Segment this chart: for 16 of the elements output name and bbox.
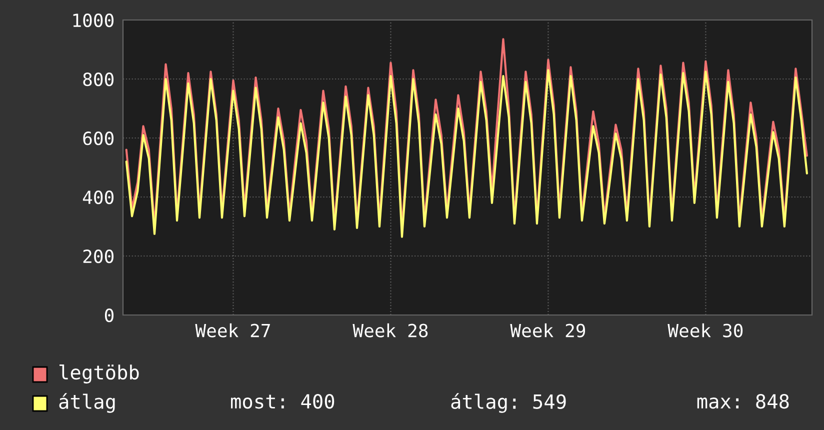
y-tick-label: 200	[83, 250, 114, 264]
x-tick-label: Week 27	[195, 323, 270, 338]
legend-label: legtöbb	[60, 364, 139, 384]
y-tick-label: 1000	[73, 14, 114, 28]
y-tick-label: 0	[104, 308, 114, 322]
text: most: 400	[231, 394, 334, 409]
text: átlag: 549	[451, 393, 566, 413]
line-series	[125, 69, 808, 238]
y-tick-label: 400	[82, 190, 114, 204]
y-tick-label: 800	[83, 72, 114, 86]
text: max: 848	[697, 394, 789, 409]
x-tick-label: Week 29	[510, 323, 586, 338]
x-tick-label: Week 30	[668, 323, 743, 338]
legend-label: átlag	[59, 393, 115, 413]
x-tick-label: Week 28	[352, 323, 428, 338]
y-tick-label: 600	[83, 132, 114, 146]
